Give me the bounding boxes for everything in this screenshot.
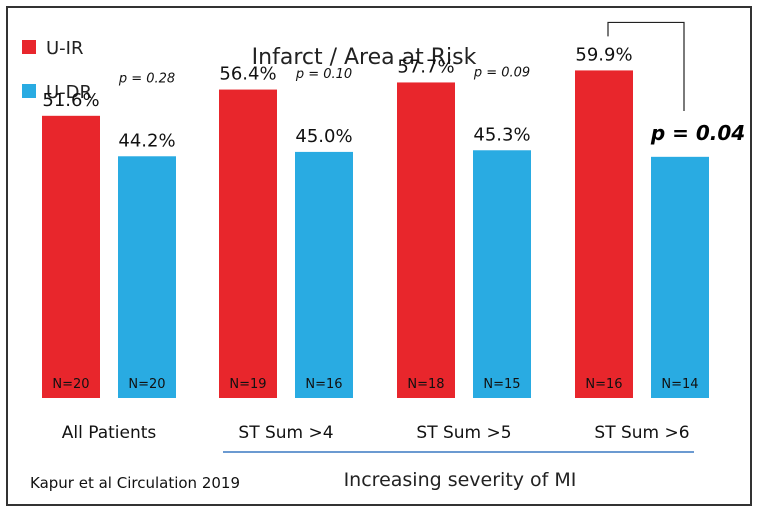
legend-swatch-u-dr: [22, 84, 36, 98]
value-label-u-dr-2: 45.0%: [295, 126, 352, 147]
n-label-u-dr-1: N=20: [128, 377, 165, 392]
significance-bracket: [607, 21, 685, 127]
legend-swatch-u-ir: [22, 40, 36, 54]
source-citation: Kapur et al Circulation 2019: [30, 474, 240, 492]
p-value-1: p = 0.28: [118, 71, 175, 86]
value-label-u-ir-4: 59.9%: [575, 44, 632, 65]
legend: U-IR U-DR: [22, 38, 92, 103]
chart-title: Infarct / Area at Risk: [252, 45, 477, 70]
severity-annotation: Increasing severity of MI: [344, 469, 577, 491]
p-value-3: p = 0.09: [473, 65, 530, 80]
bars-group: 51.6% 44.2% N=20 N=20 All Patients p = 0.28 56…: [42, 21, 745, 443]
bar-u-dr-3: [473, 150, 531, 398]
n-label-u-ir-1: N=20: [52, 377, 89, 392]
n-label-u-dr-4: N=14: [661, 377, 698, 392]
category-label-1: All Patients: [62, 423, 157, 443]
n-label-u-dr-3: N=15: [483, 377, 520, 392]
bar-u-ir-3: [397, 82, 455, 398]
bar-u-dr-4: [651, 156, 709, 398]
value-label-u-ir-1: 51.6%: [42, 90, 99, 111]
n-label-u-dr-2: N=16: [305, 377, 342, 392]
bar-chart: Infarct / Area at Risk U-IR U-DR 51.6% 44…: [22, 21, 745, 492]
category-label-3: ST Sum >5: [416, 423, 511, 443]
p-value-backdrop: [652, 111, 716, 153]
category-label-2: ST Sum >4: [238, 423, 333, 443]
n-label-u-ir-4: N=16: [585, 377, 622, 392]
legend-label-u-dr: U-DR: [46, 82, 92, 103]
bar-u-ir-4: [575, 70, 633, 398]
value-label-u-dr-3: 45.3%: [473, 124, 530, 145]
legend-label-u-ir: U-IR: [46, 38, 84, 59]
p-value-2: p = 0.10: [295, 67, 352, 82]
n-label-u-ir-2: N=19: [229, 377, 266, 392]
value-label-u-ir-3: 57.7%: [397, 56, 454, 77]
value-label-u-ir-2: 56.4%: [219, 64, 276, 85]
bar-u-dr-1: [118, 156, 176, 398]
value-label-u-dr-1: 44.2%: [118, 130, 175, 151]
chart-frame: Infarct / Area at Risk U-IR U-DR 51.6% 44…: [6, 6, 752, 506]
bar-u-ir-2: [219, 89, 277, 398]
bar-u-ir-1: [42, 115, 100, 398]
n-label-u-ir-3: N=18: [407, 377, 444, 392]
category-label-4: ST Sum >6: [594, 423, 689, 443]
bar-u-dr-2: [295, 151, 353, 398]
p-value-4: p = 0.04: [650, 121, 745, 145]
